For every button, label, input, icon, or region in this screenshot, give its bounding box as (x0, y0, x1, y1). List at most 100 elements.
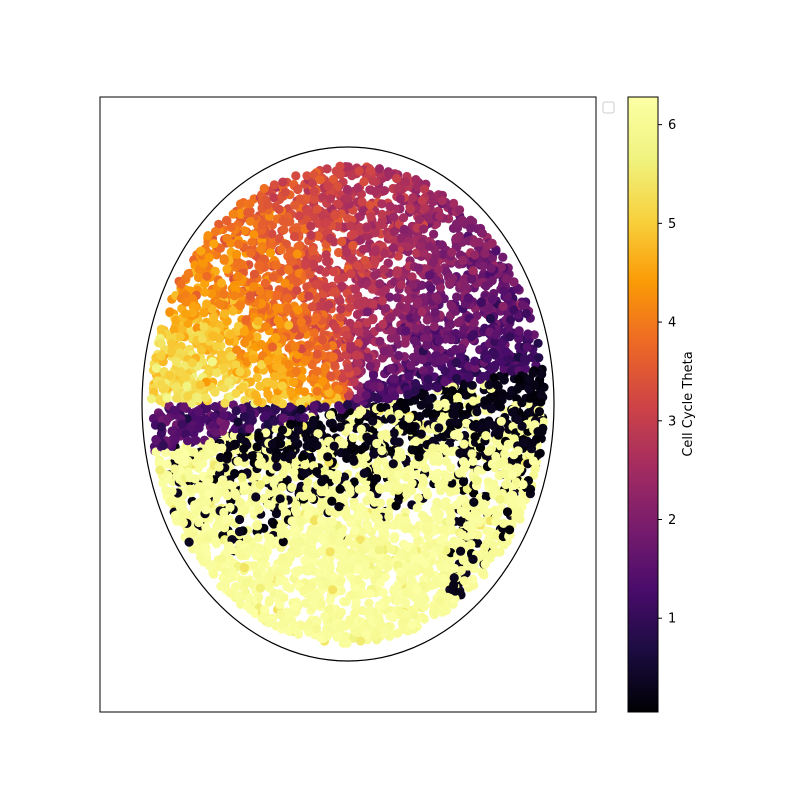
scatter-point (418, 355, 428, 365)
scatter-point (369, 299, 379, 309)
scatter-point (500, 449, 510, 459)
scatter-point (457, 530, 467, 540)
scatter-point (301, 429, 311, 439)
scatter-point (379, 264, 389, 274)
scatter-point (254, 543, 265, 553)
scatter-point (348, 454, 358, 464)
scatter-point (435, 543, 445, 553)
scatter-point (277, 619, 287, 630)
scatter-point (518, 479, 528, 490)
scatter-point (285, 551, 295, 561)
scatter-point (287, 256, 297, 266)
scatter-point (411, 528, 421, 539)
scatter-point (484, 526, 494, 537)
scatter-point (450, 402, 461, 412)
scatter-point (247, 451, 257, 461)
scatter-point (447, 386, 457, 396)
scatter-point (325, 233, 335, 244)
scatter-point (520, 302, 530, 312)
scatter-point (440, 377, 450, 387)
scatter-point (468, 456, 478, 466)
scatter-point (491, 246, 501, 256)
scatter-point (470, 509, 481, 519)
scatter-point (449, 573, 459, 583)
scatter-point (392, 268, 402, 279)
scatter-point (473, 465, 483, 476)
scatter-point (264, 580, 274, 590)
scatter-point (429, 321, 439, 332)
scatter-point (468, 266, 478, 276)
scatter-point (455, 205, 465, 215)
scatter-point (288, 620, 298, 630)
scatter-point (152, 436, 162, 446)
scatter-point (230, 291, 240, 301)
scatter-point (534, 353, 544, 363)
scatter-point (309, 515, 320, 526)
scatter-point (254, 431, 264, 441)
scatter-point (201, 522, 211, 533)
scatter-point (407, 486, 417, 496)
scatter-point (392, 293, 402, 303)
scatter-point (309, 401, 319, 411)
scatter-point (415, 411, 425, 422)
scatter-point (375, 336, 385, 346)
scatter-point (431, 292, 441, 302)
scatter-point (307, 545, 317, 555)
scatter-point (402, 541, 413, 552)
scatter-point (183, 269, 193, 279)
scatter-point (459, 576, 469, 586)
scatter-point (293, 548, 303, 558)
scatter-point (483, 477, 493, 487)
scatter-point (207, 357, 217, 367)
scatter-point (471, 476, 482, 486)
scatter-point (212, 368, 222, 378)
scatter-point (469, 488, 479, 498)
scatter-point (215, 243, 225, 253)
scatter-point (467, 449, 477, 459)
scatter-point (393, 628, 403, 638)
scatter-point (489, 360, 500, 371)
scatter-point (362, 307, 372, 317)
scatter-point (217, 443, 227, 453)
scatter-point (446, 319, 456, 329)
scatter-point (428, 443, 438, 453)
scatter-point (353, 358, 363, 368)
scatter-point (283, 293, 293, 303)
scatter-point (479, 499, 489, 509)
scatter-point (458, 477, 469, 487)
scatter-point (222, 316, 232, 326)
scatter-point (497, 389, 507, 399)
scatter-point (214, 462, 224, 472)
scatter-point (232, 259, 242, 270)
scatter-point (366, 211, 376, 222)
scatter-point (270, 371, 280, 382)
scatter-point (350, 284, 361, 294)
scatter-point (279, 576, 289, 586)
scatter-point (318, 335, 328, 345)
scatter-point (413, 296, 423, 306)
scatter-point (410, 378, 421, 389)
scatter-point (296, 404, 306, 414)
scatter-point (386, 333, 396, 343)
scatter-point (498, 252, 508, 262)
scatter-point (256, 339, 266, 350)
scatter-point (295, 620, 305, 630)
scatter-point (416, 242, 426, 252)
scatter-point (388, 459, 398, 469)
scatter-point (372, 438, 382, 449)
scatter-point (210, 227, 221, 237)
scatter-point (422, 315, 432, 325)
scatter-point (487, 238, 497, 248)
scatter-point (241, 578, 251, 588)
scatter-point (429, 229, 439, 239)
scatter-point (505, 491, 516, 501)
scatter-point (209, 313, 219, 323)
scatter-point (396, 280, 406, 290)
scatter-point (312, 386, 322, 396)
scatter-point (473, 530, 483, 540)
scatter-point (337, 559, 347, 569)
scatter-point (291, 500, 301, 510)
scatter-point (195, 552, 205, 562)
scatter-point (287, 450, 297, 460)
scatter-point (355, 222, 365, 232)
